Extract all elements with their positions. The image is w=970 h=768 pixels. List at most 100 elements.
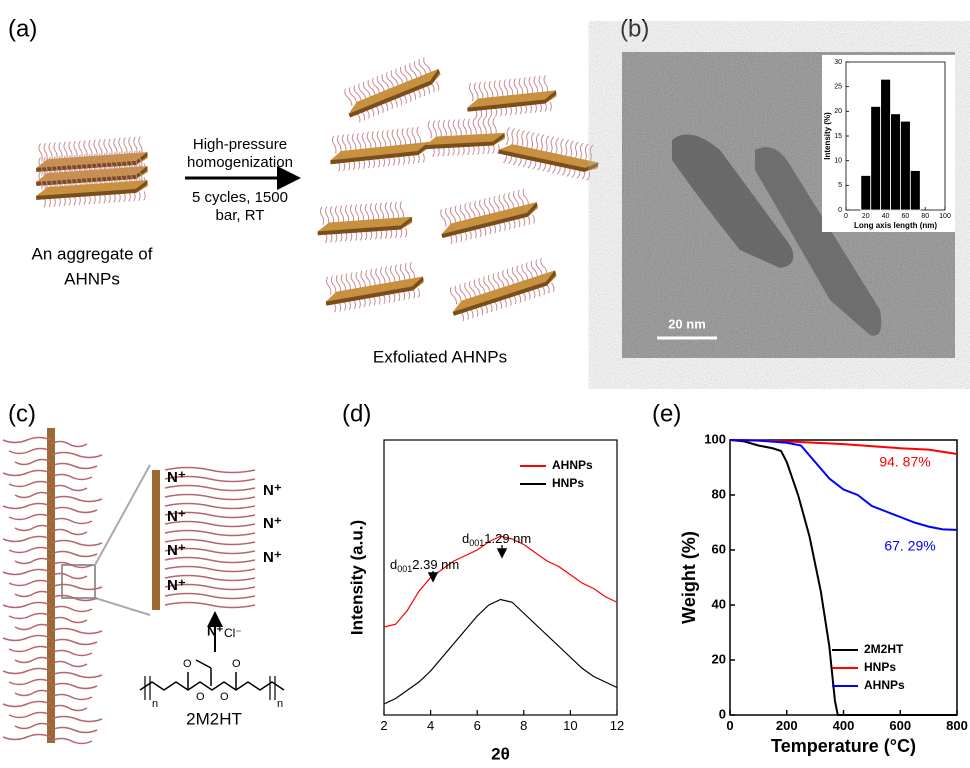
surfactant: [330, 233, 332, 242]
y-tick-label: 15: [834, 133, 842, 140]
surfactant: [563, 139, 569, 157]
surfactant-chain: [51, 673, 102, 678]
surfactant: [332, 136, 336, 154]
surfactant: [405, 228, 407, 237]
oxygen: O: [196, 691, 205, 703]
surfactant: [344, 89, 353, 107]
surfactant-chain: [3, 636, 51, 641]
surfactant: [473, 118, 477, 136]
surfactant: [340, 233, 342, 242]
surfactant: [336, 275, 342, 293]
surfactant: [357, 133, 361, 151]
surfactant-chain: [165, 567, 255, 572]
surfactant: [108, 194, 110, 203]
surfactant: [547, 163, 551, 172]
x-tick-label: 400: [833, 718, 855, 733]
surfactant: [577, 170, 581, 179]
ammonium-label: N⁺: [263, 549, 282, 566]
surfactant: [502, 222, 506, 231]
surfactant-chain: [15, 526, 51, 531]
surfactant: [335, 206, 339, 224]
surfactant: [409, 262, 415, 280]
x-tick-label: 2: [380, 718, 387, 733]
surfactant: [372, 131, 376, 149]
x-axis-label: 2θ: [491, 744, 510, 763]
x-axis-label: Long axis length (nm): [854, 221, 937, 230]
surfactant: [516, 265, 524, 283]
surfactant: [483, 118, 487, 136]
y-tick-label: 5: [838, 182, 842, 189]
surfactant: [413, 61, 422, 79]
surfactant: [433, 121, 437, 139]
surfactant: [352, 161, 355, 170]
surfactant: [375, 268, 381, 286]
surfactant: [494, 108, 497, 117]
surfactant: [489, 81, 493, 99]
surfactant: [509, 79, 513, 97]
panel-c: N⁺ Cl⁻ O O O O n n 2M2HT N⁺N⁺N⁺N⁺N⁺N⁺N⁺: [3, 428, 284, 744]
surfactant: [390, 202, 394, 220]
surfactant: [517, 218, 521, 227]
annotation: d0012.39 nm: [390, 557, 459, 574]
surfactant: [492, 144, 494, 153]
surfactant: [320, 207, 324, 225]
surfactant: [360, 231, 362, 240]
zoom-box: [62, 565, 95, 598]
surfactant: [422, 57, 431, 75]
panel-label: (b): [620, 15, 649, 42]
surfactant-chain: [3, 471, 51, 476]
surfactant-chain: [51, 530, 87, 535]
surfactant: [343, 162, 346, 171]
surfactant-chain: [15, 658, 51, 663]
surfactant: [487, 275, 495, 293]
caption: AHNPs: [64, 269, 120, 288]
surfactant: [504, 107, 507, 116]
surfactant: [524, 77, 528, 95]
surfactant-chain: [51, 508, 97, 513]
surfactant-chain: [3, 504, 51, 509]
surfactant: [512, 219, 516, 228]
surfactant: [503, 154, 507, 163]
platelet: [465, 74, 558, 119]
surfactant: [380, 230, 382, 239]
surfactant: [499, 107, 502, 116]
surfactant: [355, 272, 361, 290]
surfactant: [417, 154, 420, 163]
surfactant: [387, 294, 390, 303]
ammonium-label: N⁺: [167, 577, 186, 594]
x-tick-label: 4: [427, 718, 434, 733]
y-tick-label: 20: [712, 651, 726, 666]
surfactant: [534, 133, 540, 151]
surfactant: [355, 204, 359, 222]
surfactant: [340, 206, 344, 224]
oxygen: O: [232, 658, 241, 670]
surfactant: [488, 225, 492, 234]
surfactant-chain: [51, 706, 87, 711]
arrow-label: homogenization: [187, 154, 293, 171]
surfactant: [583, 144, 589, 162]
surfactant: [392, 293, 395, 302]
surfactant: [497, 272, 505, 290]
surfactant: [78, 196, 80, 205]
surfactant-chain: [51, 607, 92, 612]
surfactant: [502, 270, 510, 288]
annotation-subscript: 001: [397, 564, 412, 574]
surfactant: [341, 274, 347, 292]
surfactant-chain: [15, 625, 51, 630]
x-tick-label: 8: [520, 718, 527, 733]
annotation-subscript: 001: [469, 538, 484, 548]
surfactant: [422, 153, 425, 162]
surfactant: [350, 273, 356, 291]
x-tick-label: 20: [862, 213, 870, 220]
y-tick-label: 0: [719, 706, 726, 721]
surfactant: [392, 129, 396, 147]
surfactant: [529, 104, 532, 113]
surfactant: [484, 109, 487, 118]
ammonium-label: N⁺: [167, 508, 186, 525]
surfactant: [382, 294, 385, 303]
histogram-bar: [910, 171, 920, 210]
surfactant: [347, 161, 350, 170]
surfactant-chain: [51, 640, 97, 645]
surfactant: [538, 161, 542, 170]
surfactant: [578, 143, 584, 161]
